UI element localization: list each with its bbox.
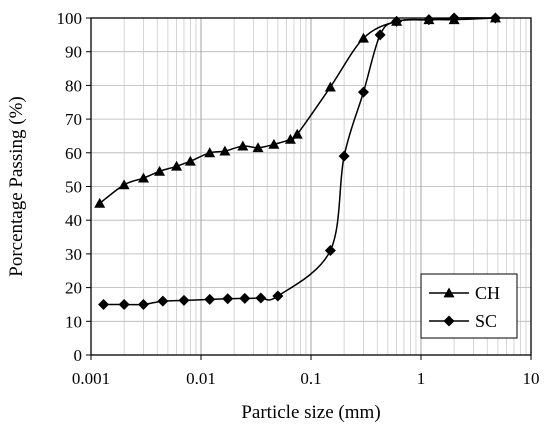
series-sc bbox=[98, 12, 501, 310]
data-point-sc bbox=[374, 29, 386, 41]
legend-entry-sc: SC bbox=[429, 311, 497, 331]
y-tick-label: 20 bbox=[65, 279, 82, 298]
x-tick-label: 0.1 bbox=[300, 369, 321, 388]
data-point-sc bbox=[118, 298, 130, 310]
y-tick-labels: 0 10 20 30 40 50 60 70 80 90 100 bbox=[57, 9, 83, 365]
data-point-ch bbox=[252, 142, 264, 153]
legend-box bbox=[420, 273, 518, 339]
data-point-ch bbox=[284, 133, 296, 144]
y-tick-label: 50 bbox=[65, 178, 82, 197]
x-tick-label: 0.001 bbox=[72, 369, 110, 388]
data-point-sc bbox=[239, 292, 251, 304]
data-point-ch bbox=[137, 172, 149, 183]
legend: CH SC bbox=[420, 273, 518, 339]
y-tick-label: 90 bbox=[65, 43, 82, 62]
y-tick-label: 100 bbox=[57, 9, 83, 28]
data-point-sc bbox=[324, 245, 336, 257]
y-tick-label: 40 bbox=[65, 211, 82, 230]
series-ch bbox=[94, 12, 501, 208]
data-point-ch bbox=[184, 155, 196, 166]
series-line-sc bbox=[103, 17, 496, 306]
y-tick-label: 30 bbox=[65, 245, 82, 264]
x-tick-labels: 0.001 0.01 0.1 1 10 bbox=[72, 369, 540, 388]
y-tick-label: 0 bbox=[74, 346, 83, 365]
data-point-ch bbox=[204, 147, 216, 158]
data-point-ch bbox=[94, 197, 106, 208]
data-point-sc bbox=[255, 292, 267, 304]
data-point-ch bbox=[154, 165, 166, 176]
legend-marker-sc bbox=[443, 315, 455, 327]
data-point-sc bbox=[178, 294, 190, 306]
legend-label-sc: SC bbox=[475, 311, 497, 331]
legend-label-ch: CH bbox=[475, 283, 500, 303]
data-point-ch bbox=[291, 128, 303, 139]
legend-entry-ch: CH bbox=[429, 283, 500, 303]
legend-marker-ch bbox=[443, 287, 455, 298]
data-point-ch bbox=[118, 179, 130, 190]
data-point-sc bbox=[357, 86, 369, 98]
y-tick-label: 60 bbox=[65, 144, 82, 163]
x-tick-label: 0.01 bbox=[186, 369, 216, 388]
y-tick-label: 10 bbox=[65, 312, 82, 331]
series-layer bbox=[94, 12, 501, 310]
data-point-sc bbox=[137, 298, 149, 310]
y-axis-title: Porcentage Passing (%) bbox=[6, 96, 27, 276]
data-point-ch bbox=[268, 138, 280, 149]
data-point-sc bbox=[338, 150, 350, 162]
data-point-ch bbox=[357, 32, 369, 43]
y-tick-label: 80 bbox=[65, 76, 82, 95]
data-point-sc bbox=[204, 293, 216, 305]
y-tick-label: 70 bbox=[65, 110, 82, 129]
data-point-sc bbox=[222, 293, 234, 305]
x-tick-label: 1 bbox=[417, 369, 426, 388]
data-point-ch bbox=[237, 140, 249, 151]
axis-ticks bbox=[86, 17, 532, 360]
data-point-sc bbox=[272, 290, 284, 302]
x-tick-label: 10 bbox=[523, 369, 540, 388]
data-point-sc bbox=[157, 295, 169, 307]
data-point-sc bbox=[423, 14, 435, 26]
x-axis-title: Particle size (mm) bbox=[241, 402, 380, 423]
plot-frame bbox=[90, 17, 532, 356]
data-point-ch bbox=[219, 145, 231, 156]
data-point-ch bbox=[171, 160, 183, 171]
data-point-ch bbox=[324, 81, 336, 92]
data-point-sc bbox=[98, 298, 110, 310]
